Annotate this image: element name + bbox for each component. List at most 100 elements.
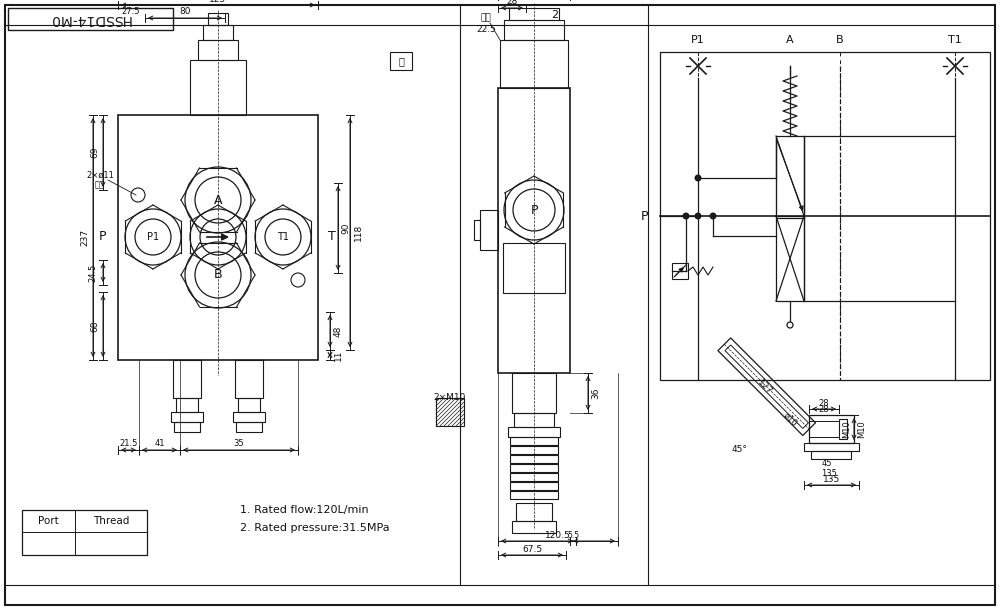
Text: 28: 28 xyxy=(819,404,829,414)
Text: B: B xyxy=(214,268,222,281)
Text: 21.5: 21.5 xyxy=(119,439,138,448)
Text: 237: 237 xyxy=(80,229,90,246)
Text: 图: 图 xyxy=(398,56,404,66)
Bar xyxy=(8,8,173,30)
Text: 2: 2 xyxy=(551,10,559,20)
Bar xyxy=(436,398,464,426)
Text: 41: 41 xyxy=(154,439,165,448)
Text: M10: M10 xyxy=(842,420,852,438)
Text: 45: 45 xyxy=(822,459,832,467)
Text: T1: T1 xyxy=(948,35,962,45)
Text: 5.5: 5.5 xyxy=(567,531,579,539)
Bar xyxy=(514,413,554,427)
Circle shape xyxy=(694,174,702,182)
Text: 螺孔: 螺孔 xyxy=(95,181,105,190)
Text: P1: P1 xyxy=(147,232,159,242)
Bar xyxy=(804,443,859,451)
Bar xyxy=(510,437,558,445)
Bar xyxy=(660,52,990,380)
Bar xyxy=(839,419,847,439)
Text: B: B xyxy=(836,35,844,45)
Text: P1: P1 xyxy=(691,35,705,45)
Text: T1: T1 xyxy=(277,232,289,242)
Bar xyxy=(190,60,246,115)
Text: 22.5: 22.5 xyxy=(476,26,496,35)
Text: 120.5: 120.5 xyxy=(545,531,571,539)
Text: 118: 118 xyxy=(354,224,362,241)
Bar xyxy=(512,373,556,413)
Text: T: T xyxy=(328,231,336,243)
Text: A: A xyxy=(786,35,794,45)
Bar xyxy=(118,115,318,360)
Bar xyxy=(776,136,804,218)
Bar xyxy=(811,451,851,459)
Bar xyxy=(510,473,558,481)
Bar xyxy=(203,25,233,40)
Text: 28: 28 xyxy=(506,0,518,7)
Bar xyxy=(510,455,558,463)
Text: A: A xyxy=(214,193,222,207)
Text: 127: 127 xyxy=(756,378,774,396)
Bar xyxy=(208,13,228,25)
Text: P: P xyxy=(640,209,648,223)
Bar xyxy=(22,510,147,555)
Bar xyxy=(809,415,854,443)
Bar xyxy=(233,412,265,422)
Text: 67.5: 67.5 xyxy=(522,545,542,553)
Bar xyxy=(503,243,565,293)
Bar xyxy=(480,210,498,250)
Text: 2×M10: 2×M10 xyxy=(434,393,466,403)
Text: 48: 48 xyxy=(334,325,342,337)
Text: 90: 90 xyxy=(342,222,351,234)
Text: 80: 80 xyxy=(179,7,191,16)
Text: 28: 28 xyxy=(819,398,829,407)
Circle shape xyxy=(682,212,690,220)
Bar xyxy=(510,491,558,499)
Bar xyxy=(500,40,568,88)
Bar xyxy=(238,398,260,412)
Text: 68: 68 xyxy=(90,320,100,332)
Text: 35: 35 xyxy=(234,439,244,448)
Text: 11: 11 xyxy=(334,350,342,361)
Bar xyxy=(509,8,559,20)
Bar xyxy=(198,40,238,60)
Bar xyxy=(516,503,552,521)
Text: Thread: Thread xyxy=(93,516,129,526)
Bar xyxy=(171,412,203,422)
Circle shape xyxy=(694,212,702,220)
Text: 数孔: 数孔 xyxy=(481,13,491,23)
Text: HSSD14-M0: HSSD14-M0 xyxy=(49,12,131,26)
Bar xyxy=(235,360,263,398)
Bar xyxy=(776,216,804,301)
Text: 45°: 45° xyxy=(732,445,748,454)
Bar xyxy=(504,20,564,40)
Text: 135: 135 xyxy=(821,470,837,478)
Circle shape xyxy=(710,212,716,220)
Bar xyxy=(508,427,560,437)
Text: 1. Rated flow:120L/min: 1. Rated flow:120L/min xyxy=(240,505,369,515)
Bar xyxy=(672,263,688,279)
Text: M10: M10 xyxy=(858,420,866,438)
Text: 2. Rated pressure:31.5MPa: 2. Rated pressure:31.5MPa xyxy=(240,523,390,533)
Bar xyxy=(510,446,558,454)
Text: 24.5: 24.5 xyxy=(88,264,98,282)
Bar xyxy=(474,220,480,240)
Text: Port: Port xyxy=(38,516,58,526)
Text: 135: 135 xyxy=(823,475,840,484)
Bar xyxy=(498,88,570,373)
Bar xyxy=(510,482,558,490)
Text: 125: 125 xyxy=(209,0,227,4)
Bar xyxy=(176,398,198,412)
Text: P: P xyxy=(98,231,106,243)
Text: 2×ø11: 2×ø11 xyxy=(86,171,114,179)
Text: 36: 36 xyxy=(592,387,600,399)
Bar xyxy=(390,52,412,70)
Text: 69: 69 xyxy=(90,147,100,158)
Text: P: P xyxy=(530,204,538,217)
Bar xyxy=(173,360,201,398)
Bar xyxy=(174,422,200,432)
Text: ø10: ø10 xyxy=(781,411,799,429)
Bar xyxy=(512,521,556,533)
Bar xyxy=(510,464,558,472)
Bar xyxy=(236,422,262,432)
